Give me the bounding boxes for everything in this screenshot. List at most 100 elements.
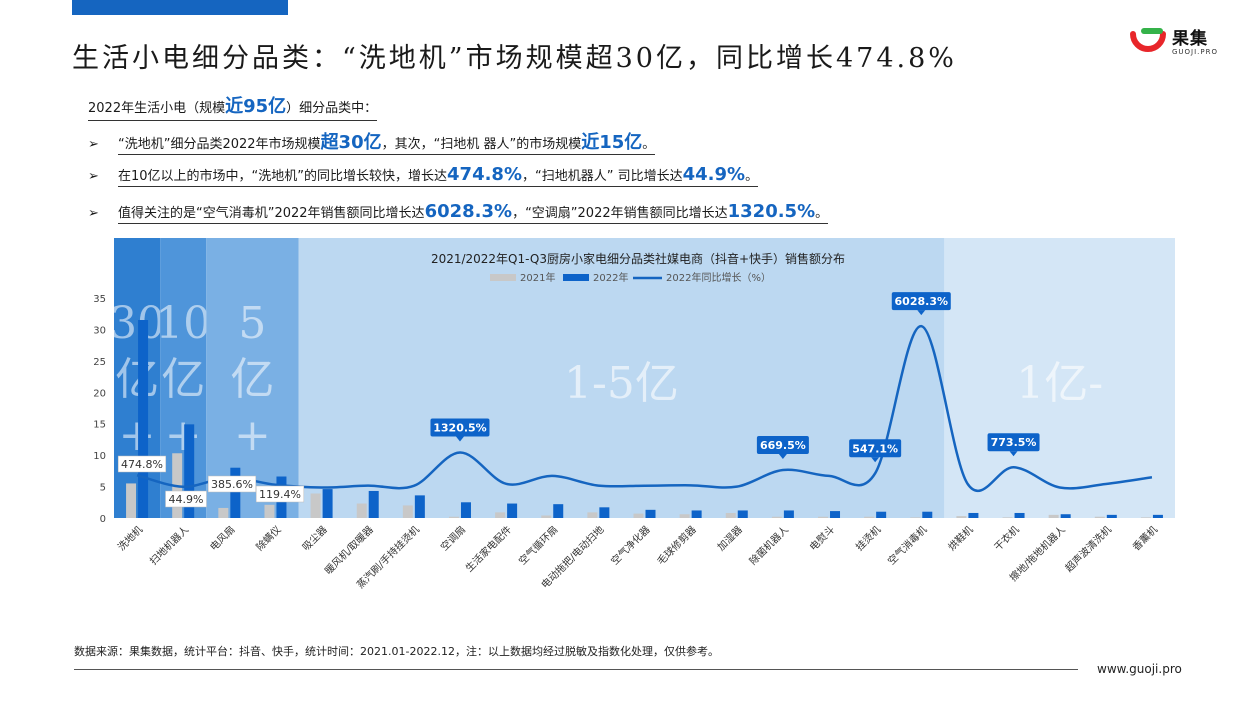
bar-2022 xyxy=(553,504,564,518)
bar-2021 xyxy=(679,514,690,518)
bar-2022 xyxy=(507,503,518,518)
bullet-3-text-c: 。 xyxy=(815,206,829,221)
legend-label-2021: 2021年 xyxy=(520,271,555,284)
bullet-1-highlight-1: 超30亿 xyxy=(320,132,382,153)
x-category-label: 除螨仪 xyxy=(253,523,283,553)
legend-swatch-2022 xyxy=(563,274,589,281)
growth-callout-pointer xyxy=(1009,451,1018,457)
x-category-label: 加湿器 xyxy=(715,524,745,554)
summary-intro: 2022年生活小电（规模近95亿）细分品类中： xyxy=(88,92,378,121)
segment-band-label: + xyxy=(119,410,156,461)
segment-band xyxy=(944,238,1175,518)
segment-band-label: 10 xyxy=(155,298,211,349)
bullet-2-text-a: 在10亿以上的市场中，“洗地机”的同比增长较快，增长达 xyxy=(118,169,448,184)
bullet-arrow-icon: ➢ xyxy=(88,169,99,184)
bar-2021 xyxy=(956,516,967,518)
growth-data-label: 119.4% xyxy=(259,488,301,501)
page-title: 生活小电细分品类：“洗地机”市场规模超30亿，同比增长474.8% xyxy=(72,43,957,74)
segment-band-label: 亿 xyxy=(115,354,159,405)
segment-band-label: + xyxy=(234,410,271,461)
segment-band-label: 30 xyxy=(109,298,165,349)
intro-post: ）细分品类中： xyxy=(286,101,378,116)
growth-callout-pointer xyxy=(778,454,787,460)
chart-title: 2021/2022年Q1-Q3厨房小家电细分品类社媒电商（抖音+快手）销售额分布 xyxy=(431,251,845,266)
x-category-label: 吸尘器 xyxy=(300,524,330,554)
growth-data-label: 773.5% xyxy=(991,436,1037,449)
y-tick-label: 5 xyxy=(100,483,106,494)
bar-2022 xyxy=(138,320,149,518)
bar-2022 xyxy=(368,490,379,518)
x-category-label: 洗地机 xyxy=(115,523,145,553)
bar-2021 xyxy=(218,507,229,518)
segment-band-label: + xyxy=(165,410,202,461)
y-tick-label: 25 xyxy=(93,357,106,368)
bullet-3-highlight-2: 1320.5% xyxy=(727,201,816,222)
bar-2022 xyxy=(460,502,471,518)
bar-2021 xyxy=(1140,517,1151,518)
y-tick-label: 10 xyxy=(93,451,106,462)
summary-bullet-3: ➢ 值得关注的是“空气消毒机”2022年销售额同比增长达6028.3%，“空调扇”… xyxy=(88,201,829,224)
x-category-label: 干衣机 xyxy=(991,523,1021,553)
segment-band-label: 1-5亿 xyxy=(564,358,679,409)
growth-label-box xyxy=(117,455,167,473)
bullet-arrow-icon: ➢ xyxy=(88,206,99,221)
top-accent-bar xyxy=(72,0,288,15)
growth-callout-box xyxy=(987,433,1040,452)
bullet-1-highlight-2: 近15亿 xyxy=(581,132,643,153)
growth-line xyxy=(136,324,1153,493)
bar-2022 xyxy=(737,510,748,518)
bar-2022 xyxy=(830,511,841,518)
bullet-2-text-b: ，“扫地机器人” 司比增长达 xyxy=(522,169,683,184)
bar-2021 xyxy=(771,516,782,518)
x-category-label: 毛球修剪器 xyxy=(654,523,699,568)
bullet-3-text-b: ，“空调扇”2022年销售额同比增长达 xyxy=(512,206,728,221)
bar-2021 xyxy=(495,512,506,518)
logo-subtext: GUOJI.PRO xyxy=(1172,48,1219,56)
x-category-label: 挂烫机 xyxy=(853,523,883,553)
bullet-arrow-icon: ➢ xyxy=(88,137,99,152)
growth-data-label: 6028.3% xyxy=(895,295,948,308)
x-category-label: 扫地机器人 xyxy=(147,523,192,568)
bar-2022 xyxy=(783,510,794,518)
x-category-label: 香薰机 xyxy=(1130,523,1160,553)
bullet-1-text-b: ，其次，“扫地机 器人”的市场规模 xyxy=(381,137,582,152)
growth-callout-pointer xyxy=(455,436,464,442)
x-category-label: 空气消毒机 xyxy=(885,523,930,568)
bar-2021 xyxy=(587,512,598,518)
bar-2021 xyxy=(1094,516,1105,518)
bullet-1-text-a: “洗地机”细分品类2022年市场规模 xyxy=(118,137,321,152)
bar-2022 xyxy=(1152,514,1163,518)
legend-swatch-2021 xyxy=(490,274,516,281)
growth-data-label: 385.6% xyxy=(211,478,253,491)
bullet-1-text-c: 。 xyxy=(642,137,656,152)
bullet-3-text-a: 值得关注的是“空气消毒机”2022年销售额同比增长达 xyxy=(118,206,425,221)
y-tick-label: 0 xyxy=(100,514,106,525)
x-category-label: 空气循环扇 xyxy=(516,523,561,568)
x-category-label: 除菌机器人 xyxy=(746,523,791,568)
growth-data-label: 474.8% xyxy=(121,458,163,471)
bar-2022 xyxy=(645,509,656,518)
legend-label-2022: 2022年 xyxy=(593,271,628,284)
bar-2021 xyxy=(264,504,275,518)
x-category-label: 电熨斗 xyxy=(807,523,837,553)
bar-2022 xyxy=(1106,514,1117,518)
bullet-2-highlight-1: 474.8% xyxy=(447,164,522,185)
growth-label-box xyxy=(255,485,305,503)
growth-data-label: 44.9% xyxy=(169,493,204,506)
bar-2021 xyxy=(402,505,413,518)
x-category-label: 空调扇 xyxy=(438,523,468,553)
growth-label-box xyxy=(165,490,207,508)
x-category-label: 超声波清洗机 xyxy=(1062,523,1114,575)
bullet-3-highlight-1: 6028.3% xyxy=(424,201,513,222)
bar-2022 xyxy=(414,495,425,518)
site-url: www.guoji.pro xyxy=(1097,662,1182,676)
x-category-label: 烘鞋机 xyxy=(945,523,975,553)
bar-2022 xyxy=(230,467,241,518)
bar-2021 xyxy=(356,503,367,518)
y-tick-label: 15 xyxy=(93,420,106,431)
x-category-label: 生活家电配件 xyxy=(463,523,515,575)
bar-2021 xyxy=(1002,517,1013,518)
bar-2021 xyxy=(1048,514,1059,518)
growth-callout-box xyxy=(849,439,902,458)
growth-callout-box xyxy=(756,436,809,455)
